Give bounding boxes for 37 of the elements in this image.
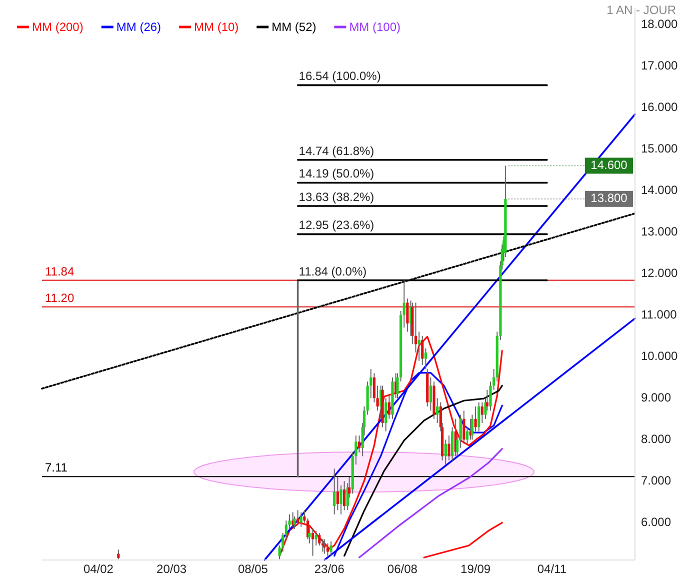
y-tick-label: 11.000 xyxy=(641,307,678,322)
y-tick-label: 15.000 xyxy=(641,141,678,156)
y-tick-label: 13.000 xyxy=(641,224,678,238)
annotation: 13.63 (38.2%) xyxy=(298,190,374,204)
y-tick-label: 10.000 xyxy=(641,348,678,363)
x-tick-label: 19/09 xyxy=(460,562,491,576)
x-tick-label: 20/03 xyxy=(156,562,187,576)
x-tick-label: 04/11 xyxy=(537,562,567,576)
annotation: 14.74 (61.8%) xyxy=(298,144,374,158)
y-tick-label: 17.000 xyxy=(641,58,678,72)
y-tick-label: 7.000 xyxy=(641,473,672,488)
legend-label: MM (10) xyxy=(194,20,239,34)
legend-label: MM (26) xyxy=(116,20,162,34)
y-tick-label: 9.000 xyxy=(641,390,672,404)
annotation: 16.54 (100.0%) xyxy=(298,69,381,84)
y-tick-label: 18.000 xyxy=(641,16,678,31)
x-tick-label: 23/06 xyxy=(314,562,345,576)
legend-label: MM (100) xyxy=(349,20,401,34)
legend-label: MM (200) xyxy=(32,20,84,34)
chart-subtitle: 1 AN - JOUR xyxy=(606,3,676,17)
y-tick-label: 6.000 xyxy=(641,514,672,529)
y-tick-label: 14.000 xyxy=(641,182,678,197)
annotation: 14.600 xyxy=(590,158,628,172)
ref-line-label: 11.20 xyxy=(45,290,74,305)
ref-line-label: 11.84 xyxy=(45,264,74,278)
legend-label: MM (52) xyxy=(272,20,316,34)
ref-line-label: 7.11 xyxy=(45,460,68,475)
annotation: 11.84 (0.0%) xyxy=(298,264,367,278)
y-tick-label: 16.000 xyxy=(641,100,678,114)
annotation: 13.800 xyxy=(590,191,628,206)
x-tick-label: 06/08 xyxy=(387,562,418,576)
y-tick-label: 8.000 xyxy=(641,432,672,446)
y-tick-label: 12.000 xyxy=(641,266,678,280)
annotation: 12.95 (23.6%) xyxy=(298,218,374,232)
x-tick-label: 08/05 xyxy=(238,562,268,576)
x-tick-label: 04/02 xyxy=(83,562,114,576)
annotation: 14.19 (50.0%) xyxy=(298,166,374,181)
